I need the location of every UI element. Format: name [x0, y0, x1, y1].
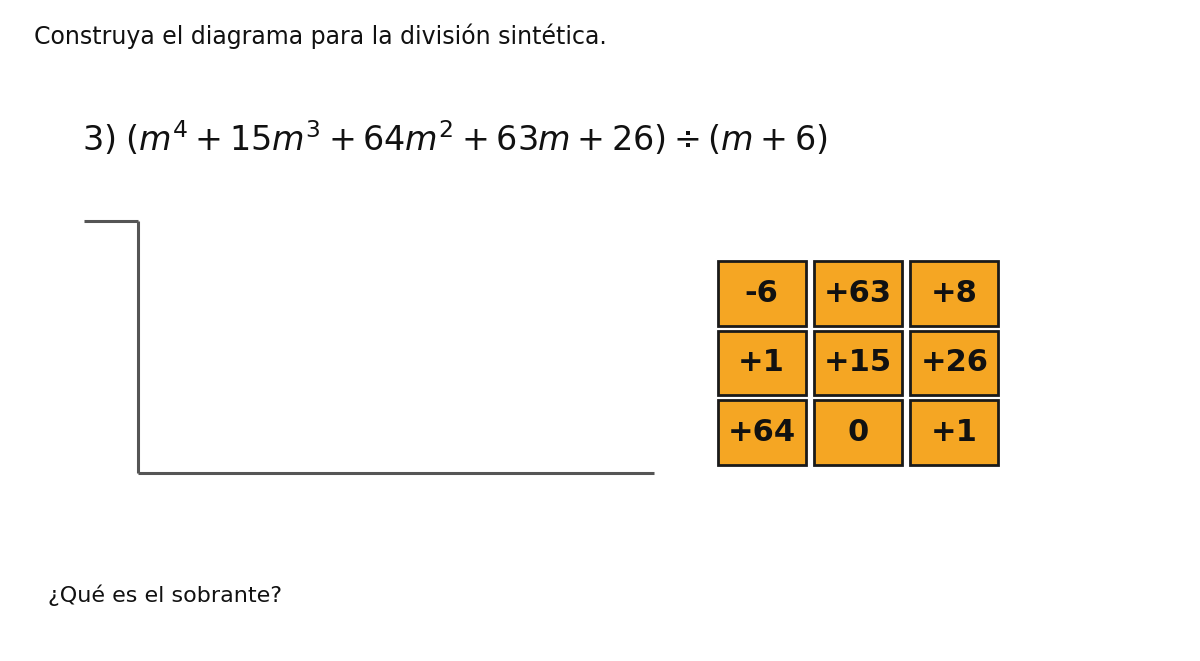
Text: -6: -6: [745, 279, 779, 308]
FancyBboxPatch shape: [718, 330, 805, 395]
FancyBboxPatch shape: [814, 261, 902, 326]
Text: ¿Qué es el sobrante?: ¿Qué es el sobrante?: [48, 585, 282, 607]
FancyBboxPatch shape: [814, 400, 902, 465]
Text: +8: +8: [931, 279, 978, 308]
FancyBboxPatch shape: [911, 400, 998, 465]
Text: +26: +26: [920, 348, 989, 377]
Text: Construya el diagrama para la división sintética.: Construya el diagrama para la división s…: [34, 23, 606, 49]
Text: +15: +15: [824, 348, 892, 377]
FancyBboxPatch shape: [911, 261, 998, 326]
FancyBboxPatch shape: [718, 261, 805, 326]
FancyBboxPatch shape: [911, 330, 998, 395]
Text: +64: +64: [727, 418, 796, 447]
Text: +1: +1: [738, 348, 785, 377]
Text: 0: 0: [847, 418, 869, 447]
FancyBboxPatch shape: [814, 330, 902, 395]
Text: +1: +1: [931, 418, 978, 447]
FancyBboxPatch shape: [718, 400, 805, 465]
Text: +63: +63: [824, 279, 892, 308]
Text: $3)\;\left(m^4 + 15m^3 + 64m^2 + 63m + 26\right)\div \left(m + 6\right)$: $3)\;\left(m^4 + 15m^3 + 64m^2 + 63m + 2…: [82, 119, 827, 158]
